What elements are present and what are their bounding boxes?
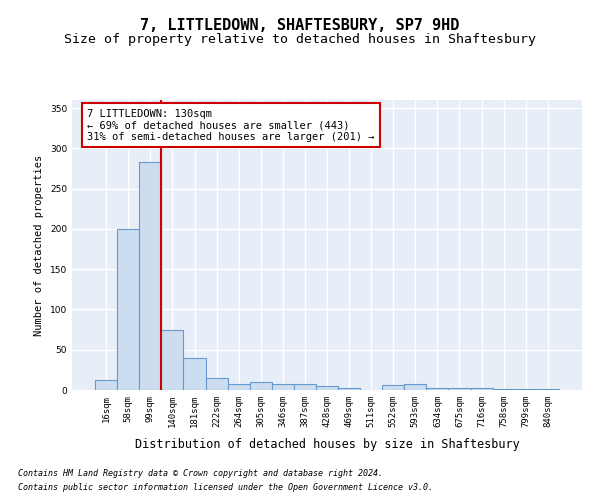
Bar <box>427 388 448 390</box>
Bar <box>139 162 161 390</box>
Bar <box>272 384 294 390</box>
Text: Size of property relative to detached houses in Shaftesbury: Size of property relative to detached ho… <box>64 32 536 46</box>
Bar <box>338 388 360 390</box>
Bar <box>448 388 470 390</box>
Bar <box>294 384 316 390</box>
Bar <box>515 389 537 390</box>
Bar <box>250 382 272 390</box>
Text: Contains HM Land Registry data © Crown copyright and database right 2024.: Contains HM Land Registry data © Crown c… <box>18 468 383 477</box>
Bar <box>95 380 117 390</box>
Bar <box>184 358 206 390</box>
Y-axis label: Number of detached properties: Number of detached properties <box>34 154 44 336</box>
Bar <box>404 384 427 390</box>
Bar <box>117 229 139 390</box>
Text: 7 LITTLEDOWN: 130sqm
← 69% of detached houses are smaller (443)
31% of semi-deta: 7 LITTLEDOWN: 130sqm ← 69% of detached h… <box>88 108 375 142</box>
Bar <box>493 389 515 390</box>
Text: Contains public sector information licensed under the Open Government Licence v3: Contains public sector information licen… <box>18 484 433 492</box>
Bar <box>382 385 404 390</box>
Text: 7, LITTLEDOWN, SHAFTESBURY, SP7 9HD: 7, LITTLEDOWN, SHAFTESBURY, SP7 9HD <box>140 18 460 32</box>
Bar <box>316 386 338 390</box>
Bar <box>161 330 184 390</box>
Bar <box>470 388 493 390</box>
Bar <box>537 389 559 390</box>
Bar <box>227 384 250 390</box>
Bar <box>206 378 227 390</box>
X-axis label: Distribution of detached houses by size in Shaftesbury: Distribution of detached houses by size … <box>134 438 520 451</box>
